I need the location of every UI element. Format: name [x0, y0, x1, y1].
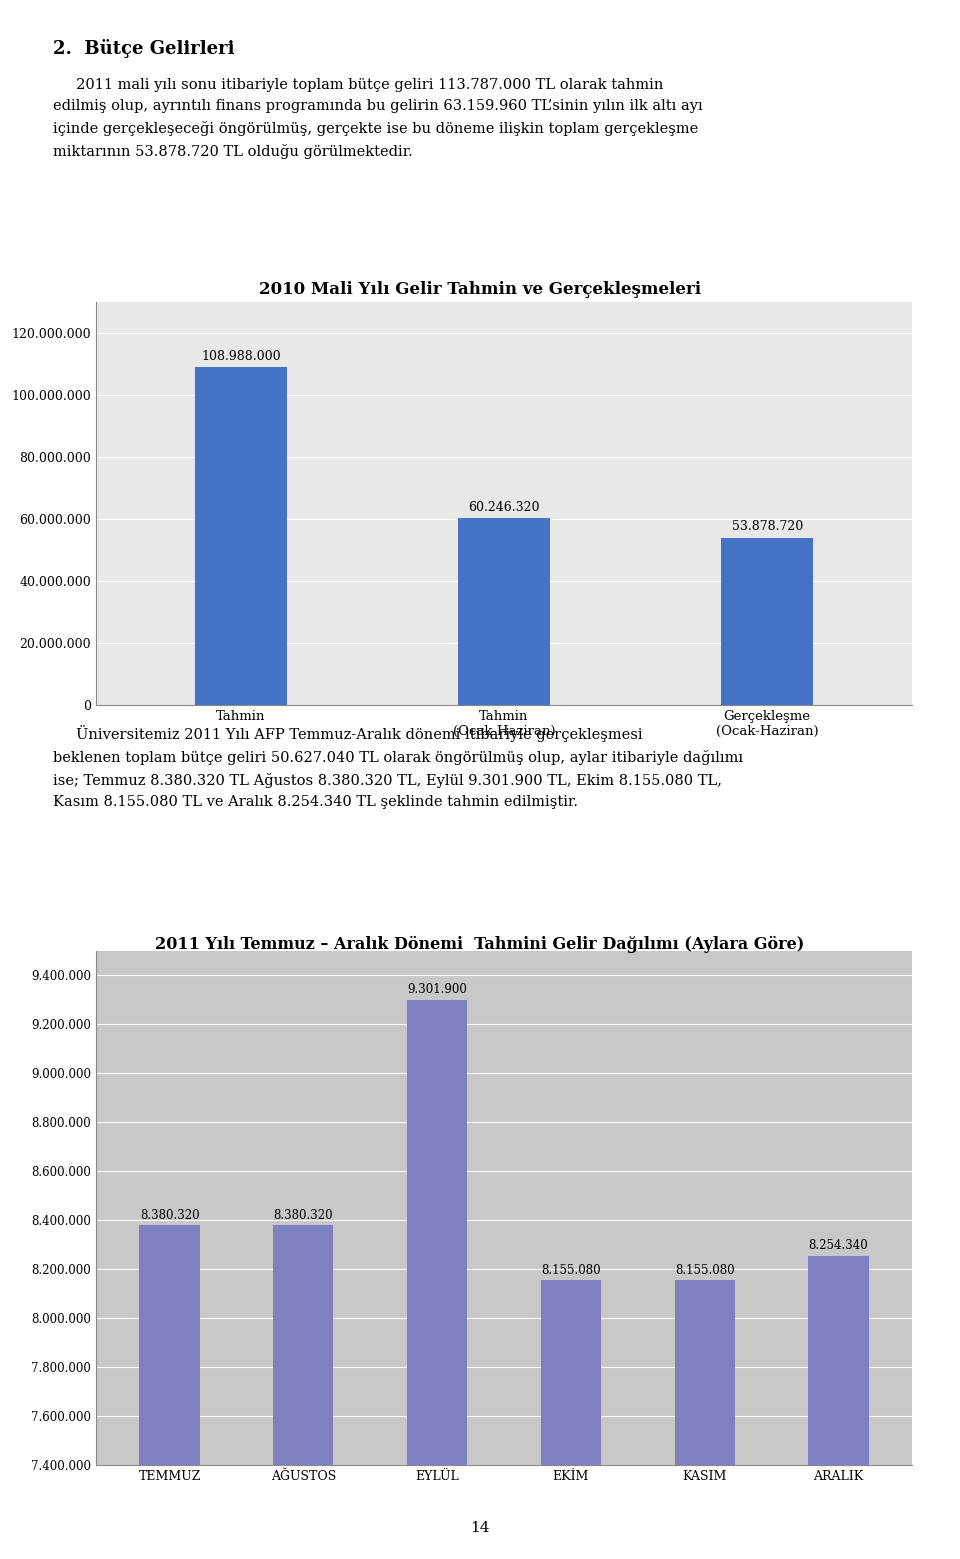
Text: 8.380.320: 8.380.320: [140, 1208, 200, 1222]
Bar: [195, 368, 287, 705]
Bar: [808, 1257, 869, 1559]
Text: 53.878.720: 53.878.720: [732, 521, 803, 533]
Bar: [139, 1225, 200, 1559]
Text: 2011 mali yılı sonu itibariyle toplam bütçe geliri 113.787.000 TL olarak tahmin
: 2011 mali yılı sonu itibariyle toplam bü…: [53, 78, 703, 159]
Bar: [721, 538, 813, 705]
Bar: [407, 999, 468, 1559]
Text: 60.246.320: 60.246.320: [468, 500, 540, 513]
Bar: [458, 518, 550, 705]
Text: 2010 Mali Yılı Gelir Tahmin ve Gerçekleşmeleri: 2010 Mali Yılı Gelir Tahmin ve Gerçekleş…: [259, 281, 701, 298]
Text: 8.155.080: 8.155.080: [675, 1264, 734, 1277]
Text: Üniversitemiz 2011 Yılı AFP Temmuz-Aralık dönemi itibariyle gerçekleşmesi
beklen: Üniversitemiz 2011 Yılı AFP Temmuz-Aralı…: [53, 725, 743, 809]
Text: 2.  Bütçe Gelirleri: 2. Bütçe Gelirleri: [53, 39, 234, 58]
Text: 14: 14: [470, 1522, 490, 1534]
Text: 2011 Yılı Temmuz – Aralık Dönemi  Tahmini Gelir Dağılımı (Aylara Göre): 2011 Yılı Temmuz – Aralık Dönemi Tahmini…: [156, 935, 804, 953]
Bar: [540, 1280, 601, 1559]
Bar: [274, 1225, 333, 1559]
Text: 8.254.340: 8.254.340: [808, 1239, 868, 1252]
Text: 8.155.080: 8.155.080: [541, 1264, 601, 1277]
Text: 8.380.320: 8.380.320: [274, 1208, 333, 1222]
Bar: [675, 1280, 734, 1559]
Text: 108.988.000: 108.988.000: [201, 349, 280, 363]
Text: 9.301.900: 9.301.900: [407, 982, 468, 996]
